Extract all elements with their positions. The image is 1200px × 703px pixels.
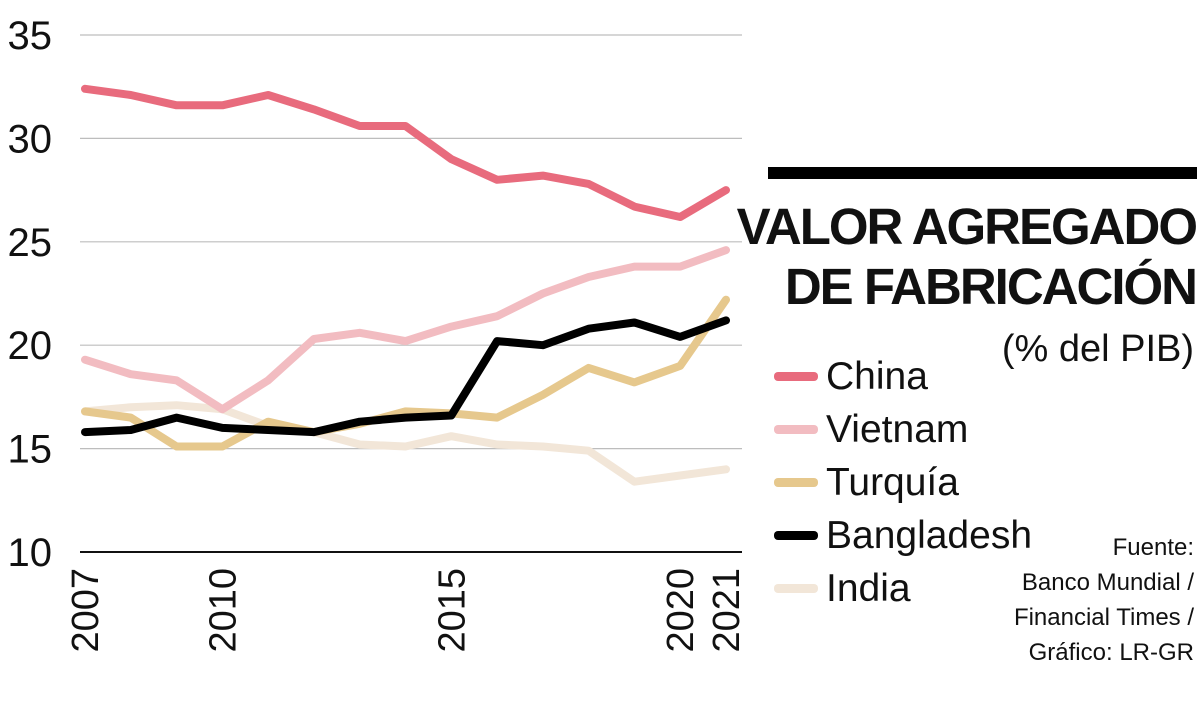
title-bar-decoration <box>768 167 1197 179</box>
legend-item-bangladesh: Bangladesh <box>774 509 1032 562</box>
series-line-turquia <box>81 295 730 451</box>
legend-swatch-bangladesh <box>774 531 818 540</box>
legend-label-turquia: Turquía <box>826 460 959 504</box>
source-note: Fuente: Banco Mundial / Financial Times … <box>1014 530 1194 670</box>
legend-item-china: China <box>774 350 1032 403</box>
y-tick-label-15: 15 <box>8 428 53 472</box>
x-tick-label-2021: 2021 <box>706 568 748 653</box>
y-tick-label-35: 35 <box>8 14 53 58</box>
x-tick-label-2007: 2007 <box>65 568 107 653</box>
legend-swatch-china <box>774 372 818 381</box>
x-tick-label-2010: 2010 <box>202 568 244 653</box>
legend-label-china: China <box>826 354 928 398</box>
legend-item-turquia: Turquía <box>774 456 1032 509</box>
x-tick-label-2020: 2020 <box>660 568 702 653</box>
series-line-vietnam <box>81 246 730 414</box>
legend-swatch-vietnam <box>774 425 818 434</box>
y-axis-ticks: 10 15 20 25 30 35 <box>8 14 53 575</box>
source-line-1: Fuente: <box>1112 534 1194 561</box>
legend-swatch-turquia <box>774 478 818 487</box>
x-tick-label-2015: 2015 <box>431 568 473 653</box>
source-line-3: Financial Times / <box>1013 604 1194 631</box>
series-line-bangladesh <box>81 316 730 437</box>
y-tick-label-10: 10 <box>8 531 53 575</box>
legend: China Vietnam Turquía Bangladesh India <box>774 350 1032 615</box>
series-line-china <box>81 84 730 221</box>
y-tick-label-25: 25 <box>8 221 53 265</box>
legend-swatch-india <box>774 584 818 593</box>
series-line-india <box>81 401 730 486</box>
source-line-4: Gráfico: LR-GR <box>1028 639 1194 666</box>
y-tick-label-20: 20 <box>8 324 53 368</box>
series-lines <box>81 84 730 486</box>
legend-label-vietnam: Vietnam <box>826 407 969 451</box>
gridlines <box>80 34 742 553</box>
y-tick-label-30: 30 <box>8 117 53 161</box>
x-axis-ticks: 2007 2010 2015 2020 2021 <box>65 568 748 653</box>
legend-item-india: India <box>774 562 1032 615</box>
chart-subtitle: (% del PIB) <box>1001 328 1194 370</box>
chart-title: VALOR AGREGADO DE FABRICACIÓN <box>736 197 1198 317</box>
legend-label-india: India <box>826 566 911 610</box>
source-line-2: Banco Mundial / <box>1021 569 1194 596</box>
chart-title-line-1: VALOR AGREGADO <box>736 198 1198 255</box>
legend-item-vietnam: Vietnam <box>774 403 1032 456</box>
chart-title-line-2: DE FABRICACIÓN <box>784 258 1198 315</box>
line-chart: 10 15 20 25 30 35 2007 2010 2015 2020 2021 <box>8 14 749 653</box>
legend-label-bangladesh: Bangladesh <box>826 513 1033 557</box>
